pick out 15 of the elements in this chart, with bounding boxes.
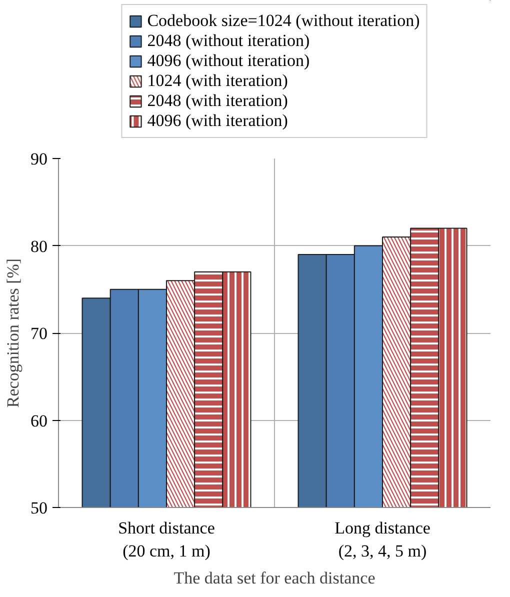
legend-label: 2048 (with iteration) <box>147 91 288 111</box>
y-tick-label: 80 <box>30 236 48 256</box>
x-axis-title: The data set for each distance <box>174 568 376 588</box>
x-tick-label: Long distance (2, 3, 4, 5 m) <box>334 518 430 560</box>
x-tick-label: Short distance (20 cm, 1 m) <box>118 518 215 560</box>
legend-label: 4096 (with iteration) <box>147 111 288 131</box>
legend-label: 2048 (without iteration) <box>147 31 310 51</box>
legend-label: Codebook size=1024 (without iteration) <box>147 11 420 31</box>
y-tick-label: 50 <box>30 498 48 518</box>
y-tick-label: 70 <box>30 324 48 343</box>
legend-label: 4096 (without iteration) <box>147 51 310 71</box>
y-axis-title: Recognition rates [%] <box>4 258 22 408</box>
legend-label: 1024 (with iteration) <box>147 71 288 91</box>
y-tick-label: 60 <box>30 411 48 430</box>
y-tick-label: 90 <box>30 150 48 168</box>
